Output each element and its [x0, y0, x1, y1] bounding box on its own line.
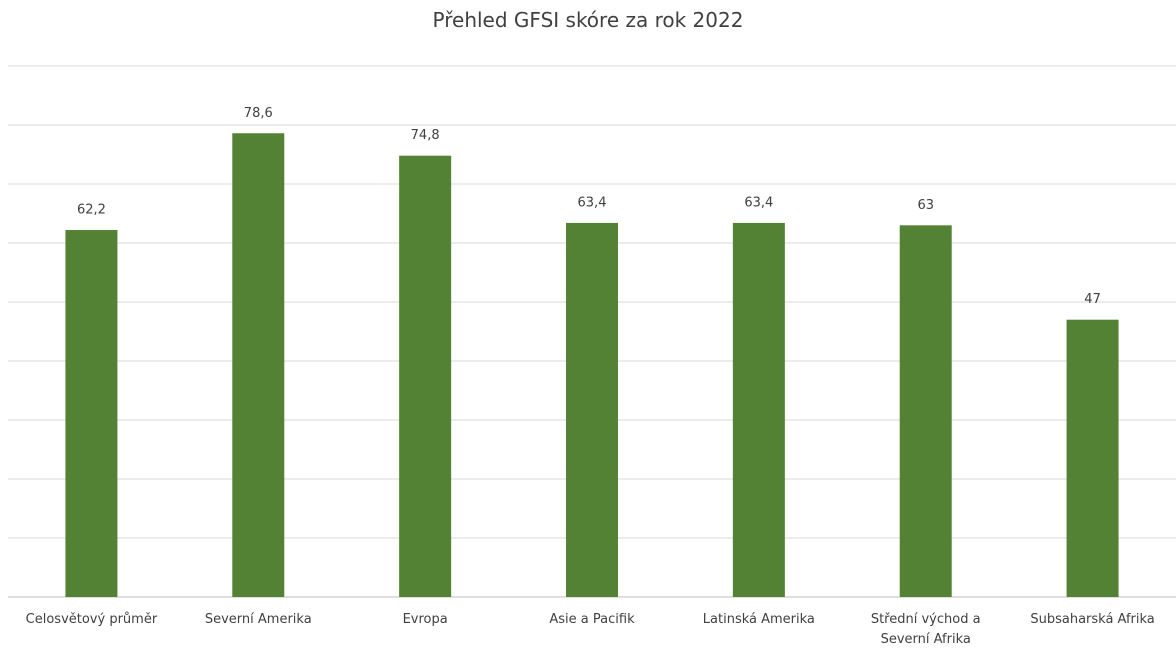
- x-tick-label: Severní Amerika: [204, 612, 312, 627]
- x-tick-label: Latinská Amerika: [702, 612, 815, 627]
- data-label: 63: [917, 198, 934, 213]
- x-tick-label: Asie a Pacifik: [549, 612, 635, 627]
- bar: [1066, 319, 1119, 597]
- bar: [232, 133, 285, 597]
- x-tick-label: Subsaharská Afrika: [1030, 612, 1155, 627]
- data-label: 78,6: [244, 106, 273, 121]
- bar: [65, 230, 118, 597]
- data-label: 63,4: [744, 195, 773, 210]
- chart-title: Přehled GFSI skóre za rok 2022: [432, 8, 744, 32]
- x-tick-label: Evropa: [402, 612, 448, 627]
- data-label: 74,8: [411, 128, 440, 143]
- x-tick-label: Střední východ a Severní Afrika: [870, 612, 981, 647]
- data-label: 63,4: [578, 195, 607, 210]
- data-label: 47: [1084, 292, 1101, 307]
- bar: [732, 222, 785, 597]
- x-tick-label: Celosvětový průměr: [25, 612, 158, 627]
- bar: [399, 155, 452, 597]
- bar: [566, 222, 618, 597]
- bar: [899, 225, 952, 598]
- data-label: 62,2: [77, 203, 106, 218]
